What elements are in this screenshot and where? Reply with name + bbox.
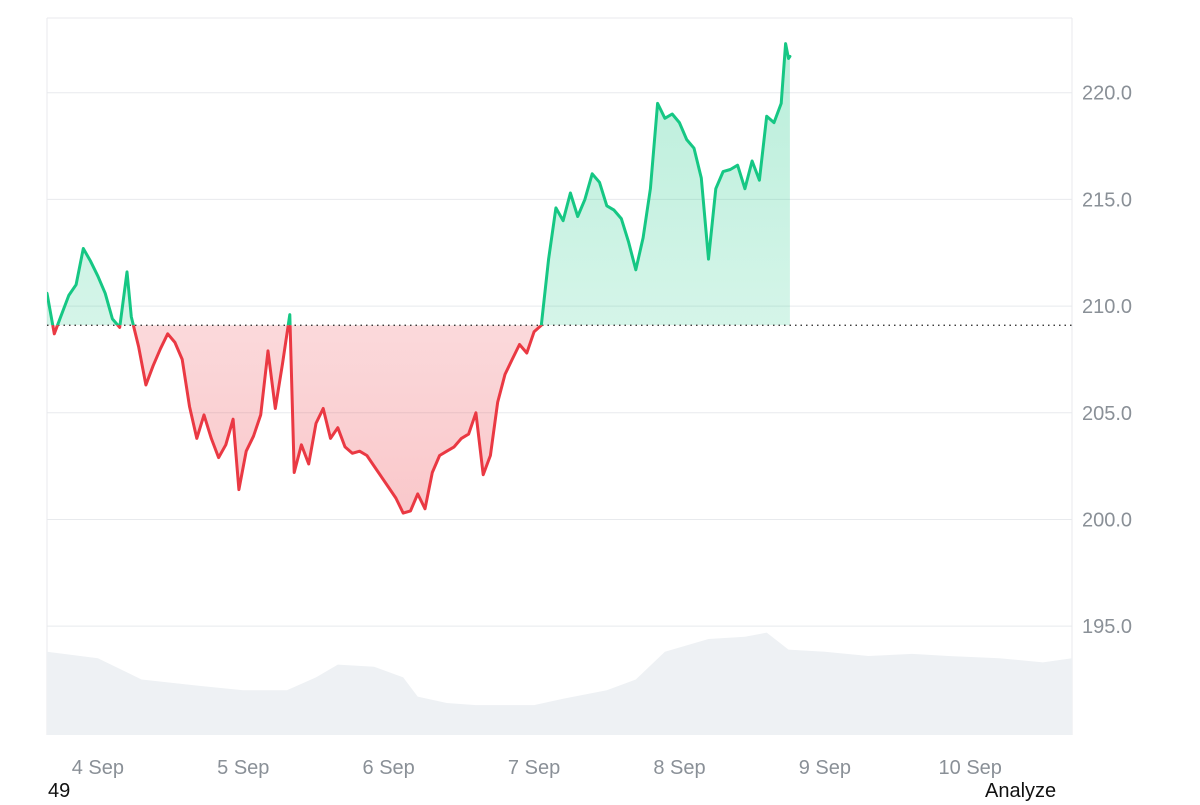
x-tick-label: 9 Sep (799, 757, 851, 779)
y-tick-label: 210.0 (1082, 296, 1132, 318)
y-tick-label: 220.0 (1082, 83, 1132, 105)
x-tick-label: 4 Sep (72, 757, 124, 779)
y-tick-label: 205.0 (1082, 403, 1132, 425)
y-tick-label: 200.0 (1082, 509, 1132, 531)
x-tick-label: 7 Sep (508, 757, 560, 779)
y-tick-label: 215.0 (1082, 189, 1132, 211)
y-tick-label: 195.0 (1082, 616, 1132, 638)
price-area (47, 44, 790, 513)
x-tick-label: 6 Sep (363, 757, 415, 779)
volume-shape (47, 633, 1072, 735)
x-tick-label: 8 Sep (653, 757, 705, 779)
volume-area (47, 633, 1072, 735)
x-tick-label: 10 Sep (939, 757, 1002, 779)
x-tick-label: 5 Sep (217, 757, 269, 779)
